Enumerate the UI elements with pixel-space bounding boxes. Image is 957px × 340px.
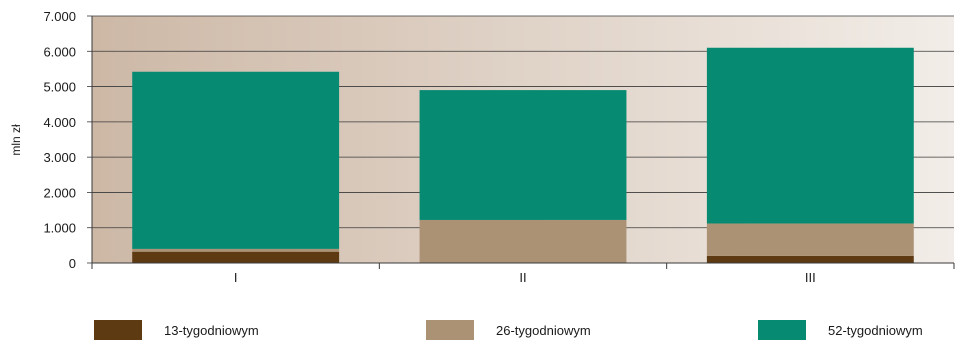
legend-label: 13-tygodniowym xyxy=(164,323,259,338)
y-tick-label: 0 xyxy=(69,256,76,271)
legend-swatch xyxy=(426,320,474,340)
y-tick-label: 7.000 xyxy=(43,9,76,24)
legend-swatch xyxy=(94,320,142,340)
bar-segment xyxy=(132,251,340,263)
x-tick-labels: I II III xyxy=(234,270,816,285)
y-tick-label: 5.000 xyxy=(43,80,76,95)
y-axis-label: mln zł xyxy=(9,124,23,156)
y-tick-label: 6.000 xyxy=(43,44,76,59)
bar-segment xyxy=(706,255,914,263)
y-tick-label: 3.000 xyxy=(43,150,76,165)
legend: 13-tygodniowym 26-tygodniowym 52-tygodniow… xyxy=(94,320,923,340)
bar-segment xyxy=(132,248,340,252)
bar-segment xyxy=(706,47,914,224)
axes xyxy=(91,16,955,269)
bar-segment xyxy=(419,90,627,220)
bar-segment xyxy=(419,219,627,263)
y-tick-label: 1.000 xyxy=(43,221,76,236)
x-tick-label: II xyxy=(519,270,526,285)
y-tick-label: 2.000 xyxy=(43,185,76,200)
legend-label: 26-tygodniowym xyxy=(496,323,591,338)
bar-segment xyxy=(132,71,340,249)
x-tick-label: III xyxy=(805,270,816,285)
x-tick-label: I xyxy=(234,270,238,285)
bar-segment xyxy=(706,223,914,256)
bars xyxy=(132,47,914,263)
y-tick-label: 4.000 xyxy=(43,115,76,130)
legend-label: 52-tygodniowym xyxy=(828,323,923,338)
legend-swatch xyxy=(758,320,806,340)
y-tick-labels: 0 1.000 2.000 3.000 4.000 5.000 6.000 7.000 xyxy=(43,9,76,271)
